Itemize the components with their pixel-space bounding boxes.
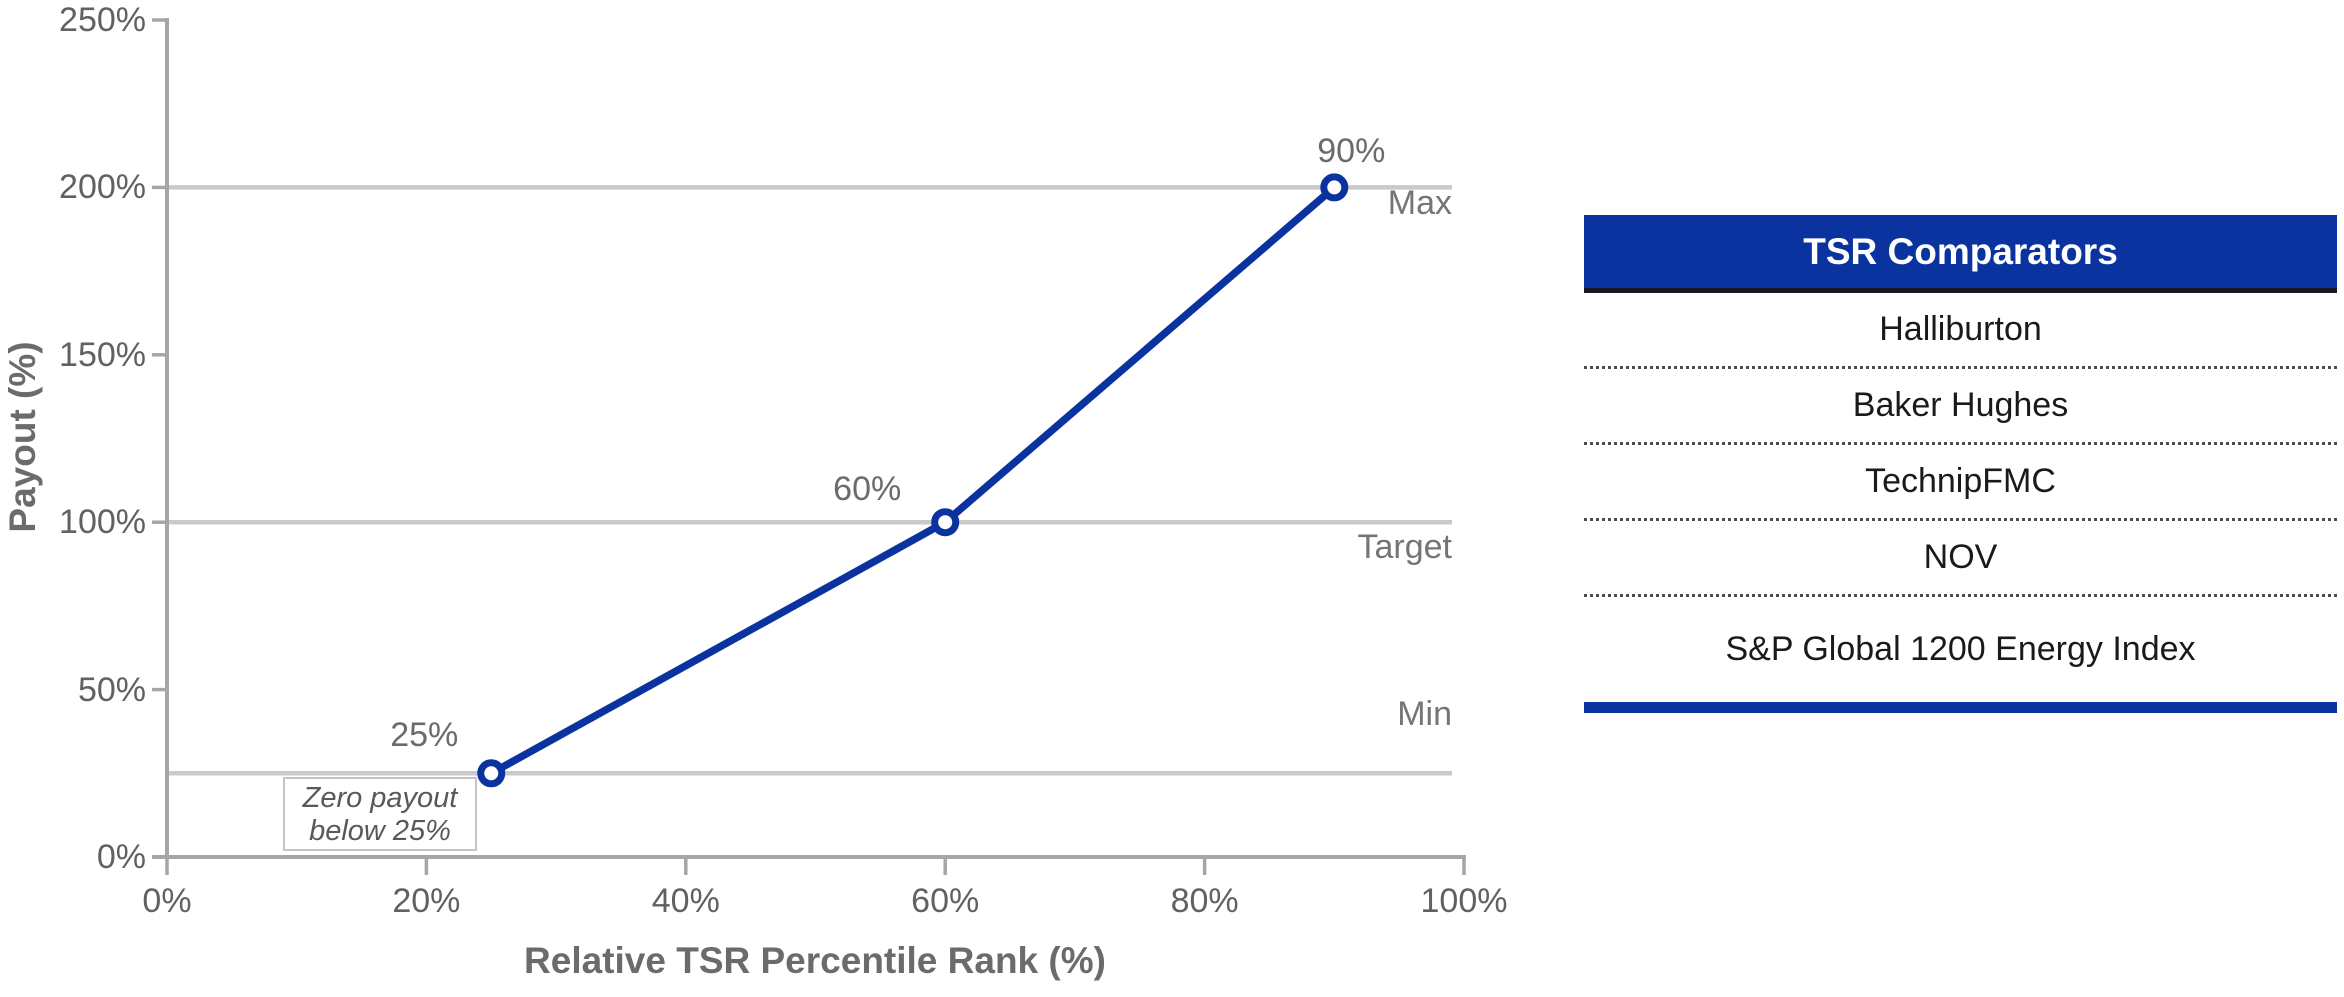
bottom-rule: [1584, 702, 2337, 713]
annotation-line-2: below 25%: [309, 815, 451, 847]
y-tick-label: 100%: [59, 503, 146, 542]
reference-label-min: Min: [1397, 695, 1452, 734]
reference-label-max: Max: [1387, 184, 1452, 223]
point-label: 25%: [390, 716, 459, 755]
y-tick-label: 250%: [59, 1, 146, 39]
y-tick-label: 150%: [59, 335, 146, 374]
x-tick-label: 40%: [651, 882, 720, 920]
point-label: 90%: [1317, 132, 1386, 171]
x-tick-label: 0%: [142, 882, 192, 920]
header-rule: [1584, 288, 2337, 293]
data-point-marker: [931, 508, 960, 537]
table-body: Halliburton Baker Hughes TechnipFMC NOV S&P …: [1584, 293, 2337, 702]
x-tick-label: 20%: [392, 882, 461, 920]
zero-payout-annotation: Zero payout below 25%: [283, 777, 477, 851]
annotation-line-1: Zero payout: [302, 782, 458, 814]
chart-canvas: [152, 18, 1466, 875]
y-axis-title: Payout (%): [2, 341, 43, 533]
x-tick-label: 80%: [1170, 882, 1239, 920]
data-point-marker: [477, 759, 506, 788]
x-tick-label: 60%: [911, 882, 980, 920]
x-tick-label: 100%: [1420, 882, 1508, 920]
table-row: Halliburton: [1584, 293, 2337, 369]
y-tick-label: 0%: [96, 838, 146, 876]
table-row: TechnipFMC: [1584, 445, 2337, 521]
point-label: 60%: [833, 470, 902, 509]
tsr-comparators-table: TSR Comparators Halliburton Baker Hughes T…: [1584, 215, 2337, 713]
reference-label-target: Target: [1357, 528, 1453, 567]
payout-chart: 0% 50% 100% 150% 200% 250% 0% 20% 40% 60% 80% 100% 2…: [2, 1, 1508, 981]
y-tick-label: 200%: [59, 168, 146, 207]
table-row: Baker Hughes: [1584, 369, 2337, 445]
x-axis-title: Relative TSR Percentile Rank (%): [524, 940, 1106, 981]
data-point-marker: [1320, 173, 1349, 202]
y-tick-label: 50%: [77, 670, 146, 709]
table-row: NOV: [1584, 521, 2337, 597]
table-header: TSR Comparators: [1584, 215, 2337, 288]
table-row: S&P Global 1200 Energy Index: [1725, 630, 2196, 668]
